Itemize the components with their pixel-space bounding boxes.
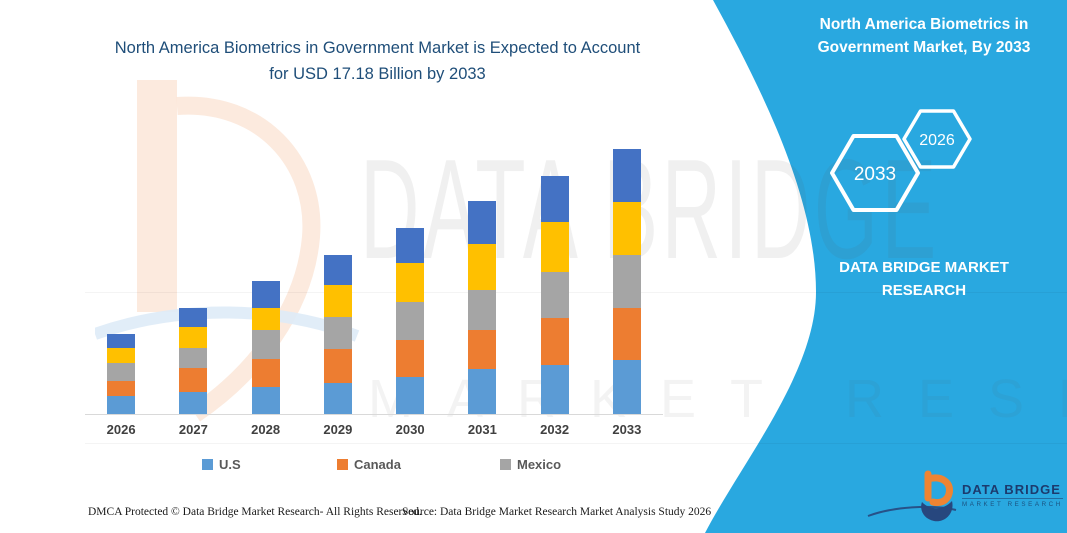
- watermark-rule-bottom: [85, 443, 1067, 444]
- bar-segment-unlabeled-yellow-2027: [179, 326, 208, 348]
- legend-item-us: U.S: [202, 457, 241, 472]
- bar-segment-Canada-2028: [251, 358, 280, 387]
- bar-column-2028: [230, 144, 302, 414]
- bar-segment-unlabeled-yellow-2031: [468, 243, 497, 290]
- chart-title-line2: for USD 17.18 Billion by 2033: [269, 64, 486, 83]
- bar-column-2033: [591, 144, 663, 414]
- x-axis-label-2031: 2031: [467, 422, 497, 437]
- bar-column-2031: [446, 144, 518, 414]
- hexagon-2033-label: 2033: [854, 164, 896, 185]
- bar-segment-Mexico-2028: [251, 329, 280, 359]
- bar-segment-U.S-2026: [107, 395, 136, 414]
- x-axis-label-2030: 2030: [395, 422, 425, 437]
- x-axis-label-2033: 2033: [612, 422, 642, 437]
- legend-item-mexico: Mexico: [500, 457, 561, 472]
- bar-segment-Canada-2031: [468, 329, 497, 369]
- data-bridge-logo: DATA BRIDGE MARKET RESEARCH: [867, 468, 1063, 526]
- bar-segment-Canada-2026: [107, 380, 136, 396]
- stacked-bar-2032: [540, 175, 569, 414]
- bar-segment-Mexico-2031: [468, 289, 497, 330]
- legend-item-canada: Canada: [337, 457, 401, 472]
- x-axis-label-2026: 2026: [106, 422, 136, 437]
- hexagon-2033: 2033: [830, 134, 920, 212]
- bar-column-2027: [157, 144, 229, 414]
- chart-title-line1: North America Biometrics in Government M…: [114, 39, 641, 57]
- bar-segment-Canada-2029: [323, 349, 352, 383]
- bar-segment-unlabeled-yellow-2030: [396, 263, 425, 302]
- stacked-bar-2029: [323, 255, 352, 414]
- stacked-bar-2028: [251, 280, 280, 414]
- bar-segment-Mexico-2026: [107, 362, 136, 381]
- bar-segment-U.S-2032: [540, 364, 569, 414]
- bar-segment-unlabeled-dark-blue-2026: [107, 333, 136, 348]
- bar-segment-unlabeled-dark-blue-2027: [179, 307, 208, 327]
- stacked-bar-2026: [107, 333, 136, 414]
- x-axis-line: [85, 414, 663, 415]
- stacked-bar-2031: [468, 200, 497, 414]
- bar-segment-U.S-2028: [251, 387, 280, 414]
- bar-segment-unlabeled-dark-blue-2030: [396, 228, 425, 263]
- stacked-bar-2030: [396, 228, 425, 414]
- bar-segment-unlabeled-yellow-2028: [251, 307, 280, 330]
- bar-segment-Mexico-2027: [179, 347, 208, 368]
- bar-segment-unlabeled-dark-blue-2028: [251, 280, 280, 308]
- bar-column-2032: [519, 144, 591, 414]
- bar-column-2030: [374, 144, 446, 414]
- watermark-rule-top: [85, 292, 1067, 293]
- logo-tagline: MARKET RESEARCH: [962, 501, 1063, 508]
- bar-column-2029: [302, 144, 374, 414]
- footer-source: Source: Data Bridge Market Research Mark…: [402, 506, 712, 518]
- bar-segment-Canada-2032: [540, 317, 569, 365]
- bar-segment-unlabeled-dark-blue-2031: [468, 200, 497, 244]
- bar-segment-U.S-2030: [396, 377, 425, 414]
- bar-segment-unlabeled-yellow-2033: [612, 201, 641, 255]
- bar-segment-Canada-2033: [612, 308, 641, 360]
- bar-segment-Mexico-2033: [612, 254, 641, 308]
- bar-segment-unlabeled-dark-blue-2032: [540, 175, 569, 222]
- chart-title: North America Biometrics in Government M…: [70, 36, 685, 87]
- hexagon-2026: 2026: [902, 109, 972, 169]
- stacked-bar-2027: [179, 307, 208, 414]
- logo-name: DATA BRIDGE: [962, 482, 1063, 499]
- bar-segment-unlabeled-yellow-2029: [323, 285, 352, 318]
- bar-segment-unlabeled-yellow-2032: [540, 221, 569, 272]
- x-axis-label-2029: 2029: [323, 422, 353, 437]
- bar-segment-unlabeled-dark-blue-2033: [612, 148, 641, 202]
- bar-segment-Canada-2030: [396, 340, 425, 377]
- bar-segment-unlabeled-dark-blue-2029: [323, 255, 352, 286]
- x-axis-label-2028: 2028: [251, 422, 281, 437]
- bar-segment-Canada-2027: [179, 367, 208, 392]
- bar-segment-Mexico-2032: [540, 271, 569, 318]
- banner-brand-text: DATA BRIDGE MARKET RESEARCH: [839, 259, 1009, 300]
- stacked-bar-chart: [85, 144, 663, 414]
- legend-label-mexico: Mexico: [517, 457, 562, 472]
- bar-segment-Mexico-2029: [323, 317, 352, 350]
- banner-title: North America Biometrics in Government M…: [817, 16, 1031, 57]
- legend-swatch-us: [202, 459, 213, 470]
- legend-label-canada: Canada: [354, 457, 401, 472]
- legend-swatch-mexico: [500, 459, 511, 470]
- hexagon-2026-label: 2026: [919, 132, 955, 149]
- bar-segment-Mexico-2030: [396, 302, 425, 340]
- bar-segment-U.S-2027: [179, 391, 208, 414]
- x-axis-label-2027: 2027: [178, 422, 208, 437]
- bar-column-2026: [85, 144, 157, 414]
- stacked-bar-2033: [612, 148, 641, 414]
- x-axis-label-2032: 2032: [540, 422, 570, 437]
- bar-segment-U.S-2031: [468, 368, 497, 414]
- bar-segment-U.S-2029: [323, 383, 352, 414]
- bar-segment-unlabeled-yellow-2026: [107, 347, 136, 363]
- bar-segment-U.S-2033: [612, 360, 641, 414]
- legend-swatch-canada: [337, 459, 348, 470]
- legend-label-us: U.S: [219, 457, 241, 472]
- data-bridge-logo-mark: [867, 470, 957, 522]
- x-axis-labels: 2026 2027 2028 2029 2030 2031 2032 2033: [85, 422, 663, 437]
- footer-dmca: DMCA Protected © Data Bridge Market Rese…: [88, 506, 422, 518]
